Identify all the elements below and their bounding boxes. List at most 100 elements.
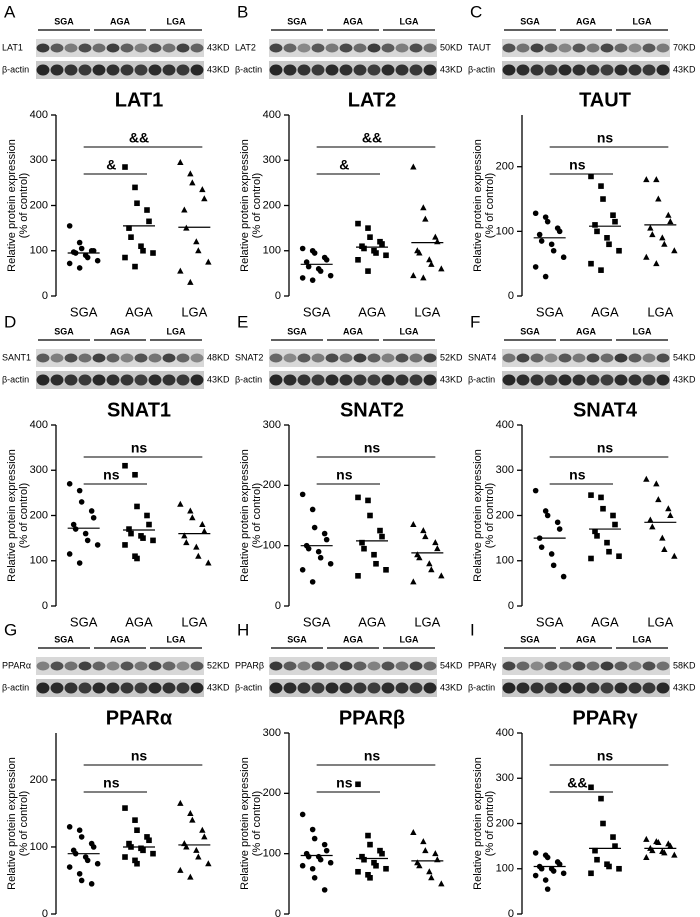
dot	[379, 241, 385, 247]
blot-band	[176, 353, 190, 363]
blot-band	[628, 682, 642, 694]
dot	[604, 539, 610, 546]
blot-band	[106, 661, 120, 671]
protein-label: β-actin	[235, 374, 262, 384]
dot	[667, 512, 674, 518]
panel-letter: C	[470, 2, 482, 21]
dot	[671, 552, 678, 559]
dot	[359, 539, 365, 546]
significance-label: ns	[336, 467, 353, 483]
dot	[361, 856, 367, 863]
dot	[434, 545, 441, 552]
dot	[327, 560, 334, 567]
blot-band	[530, 682, 544, 694]
dot	[616, 865, 622, 872]
dot	[299, 811, 306, 818]
group-label: LGA	[400, 634, 419, 644]
blot-band	[642, 64, 656, 76]
blot-band	[325, 682, 339, 694]
blot-band	[148, 682, 162, 694]
chart-title: TAUT	[579, 89, 631, 111]
chart-title: PPARα	[106, 707, 173, 729]
dot	[199, 826, 206, 833]
dot	[76, 870, 83, 877]
size-label: 43KD	[673, 64, 696, 74]
blot-strip	[36, 371, 204, 389]
dot	[379, 850, 385, 857]
size-label: 43KD	[207, 374, 230, 384]
dot	[550, 562, 557, 569]
dot	[671, 851, 678, 858]
dot	[122, 164, 128, 170]
blot-band	[283, 64, 297, 76]
group-label: LGA	[167, 326, 186, 336]
blot-band	[656, 43, 670, 53]
dot	[373, 862, 379, 869]
chart-title: LAT1	[115, 89, 164, 111]
dot	[327, 272, 334, 279]
size-label: 43KD	[673, 682, 696, 692]
blot-band	[36, 43, 50, 53]
dot	[361, 245, 367, 252]
dot	[132, 263, 138, 270]
group-label: AGA	[576, 634, 597, 644]
blot-band	[162, 374, 176, 386]
dot	[317, 856, 324, 863]
blot-band	[381, 353, 395, 363]
y-tick-label: 0	[508, 908, 514, 917]
blot-band	[395, 353, 409, 363]
y-tick-label: 100	[263, 245, 281, 257]
blot-band	[367, 64, 381, 76]
dot	[612, 218, 618, 225]
blot-band	[36, 661, 50, 671]
dot	[422, 215, 429, 222]
dot	[536, 231, 543, 238]
blot-band	[148, 64, 162, 76]
significance-label: ns	[569, 157, 586, 173]
dot	[410, 272, 417, 279]
dot	[438, 265, 445, 272]
dot	[373, 250, 379, 256]
panel-letter: B	[237, 2, 248, 21]
blot-band	[325, 64, 339, 76]
dot	[655, 839, 662, 846]
dot	[383, 567, 389, 573]
significance-label: ns	[103, 775, 120, 791]
y-tick-label: 200	[263, 479, 281, 491]
y-tick-label: 100	[30, 245, 48, 257]
size-label: 52KD	[207, 660, 230, 670]
significance-label: ns	[597, 440, 614, 456]
dot	[592, 528, 598, 535]
protein-label: β-actin	[235, 64, 262, 74]
dot	[76, 560, 83, 566]
dot	[361, 545, 367, 552]
size-label: 54KD	[440, 660, 463, 670]
blot-band	[269, 64, 283, 76]
dot	[410, 163, 417, 170]
size-label: 50KD	[440, 42, 463, 52]
dot	[548, 241, 555, 248]
blot-band	[544, 353, 558, 363]
dot	[134, 503, 140, 510]
dot	[199, 186, 206, 193]
dot	[377, 847, 383, 854]
blot-band	[586, 682, 600, 694]
blot-band	[423, 661, 437, 671]
blot-band	[353, 682, 367, 694]
dot	[422, 533, 429, 540]
blot-band	[395, 374, 409, 386]
blot-band	[134, 661, 148, 671]
size-label: 43KD	[207, 64, 230, 74]
group-label: AGA	[110, 326, 131, 336]
dot	[367, 234, 373, 240]
panel-letter: D	[4, 312, 16, 331]
blot-band	[106, 374, 120, 386]
significance-label: ns	[336, 775, 353, 791]
dot	[554, 519, 561, 526]
y-tick-label: 100	[30, 841, 48, 853]
dot	[604, 235, 610, 241]
blot-band	[395, 682, 409, 694]
dot	[66, 481, 73, 487]
y-axis-label: Relative protein expression	[239, 449, 251, 582]
blot-band	[283, 43, 297, 53]
